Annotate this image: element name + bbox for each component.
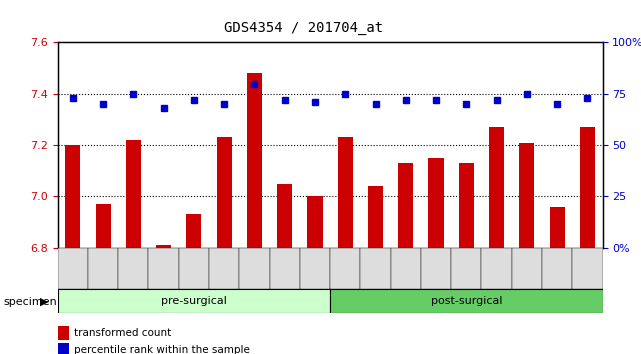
FancyBboxPatch shape bbox=[421, 248, 451, 289]
FancyBboxPatch shape bbox=[209, 248, 239, 289]
Bar bbox=[247, 73, 262, 248]
FancyBboxPatch shape bbox=[451, 248, 481, 289]
FancyBboxPatch shape bbox=[270, 248, 300, 289]
FancyBboxPatch shape bbox=[300, 248, 330, 289]
FancyBboxPatch shape bbox=[360, 248, 390, 289]
FancyBboxPatch shape bbox=[390, 248, 421, 289]
Bar bbox=[428, 158, 444, 248]
Bar bbox=[580, 127, 595, 248]
Bar bbox=[489, 127, 504, 248]
Bar bbox=[368, 186, 383, 248]
Bar bbox=[217, 137, 232, 248]
FancyBboxPatch shape bbox=[572, 248, 603, 289]
Text: ▶: ▶ bbox=[40, 297, 48, 307]
Text: transformed count: transformed count bbox=[74, 328, 171, 338]
Bar bbox=[96, 204, 111, 248]
FancyBboxPatch shape bbox=[179, 248, 209, 289]
FancyBboxPatch shape bbox=[58, 289, 330, 313]
FancyBboxPatch shape bbox=[481, 248, 512, 289]
Bar bbox=[156, 245, 171, 248]
Bar bbox=[338, 137, 353, 248]
FancyBboxPatch shape bbox=[118, 248, 149, 289]
FancyBboxPatch shape bbox=[330, 289, 603, 313]
FancyBboxPatch shape bbox=[542, 248, 572, 289]
FancyBboxPatch shape bbox=[239, 248, 270, 289]
Bar bbox=[58, 343, 69, 354]
Bar bbox=[126, 140, 141, 248]
Bar bbox=[277, 184, 292, 248]
Bar bbox=[308, 196, 322, 248]
Text: GDS4354 / 201704_at: GDS4354 / 201704_at bbox=[224, 21, 383, 35]
Bar bbox=[398, 163, 413, 248]
FancyBboxPatch shape bbox=[88, 248, 118, 289]
Bar bbox=[58, 326, 69, 340]
FancyBboxPatch shape bbox=[330, 248, 360, 289]
FancyBboxPatch shape bbox=[512, 248, 542, 289]
FancyBboxPatch shape bbox=[149, 248, 179, 289]
Bar bbox=[459, 163, 474, 248]
Bar bbox=[549, 207, 565, 248]
Bar bbox=[519, 143, 535, 248]
Text: pre-surgical: pre-surgical bbox=[161, 296, 227, 306]
Text: post-surgical: post-surgical bbox=[431, 296, 502, 306]
FancyBboxPatch shape bbox=[58, 248, 88, 289]
Text: specimen: specimen bbox=[3, 297, 57, 307]
Bar bbox=[65, 145, 80, 248]
Text: percentile rank within the sample: percentile rank within the sample bbox=[74, 346, 250, 354]
Bar bbox=[187, 215, 201, 248]
